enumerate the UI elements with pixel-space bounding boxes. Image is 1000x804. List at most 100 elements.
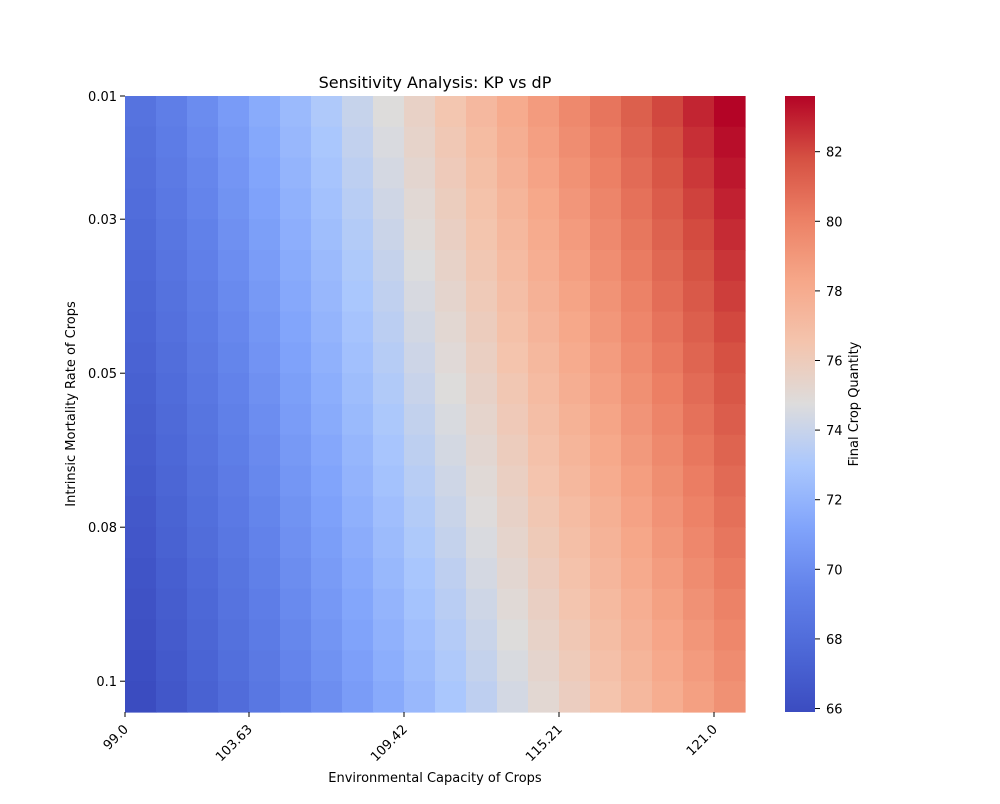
heatmap-cell	[187, 250, 219, 282]
heatmap-cell	[714, 619, 746, 651]
heatmap-cell	[652, 404, 684, 436]
heatmap-cell	[559, 373, 591, 405]
heatmap-cell	[714, 373, 746, 405]
heatmap-cell	[621, 311, 653, 343]
heatmap-cell	[249, 157, 281, 189]
heatmap-cell	[311, 496, 343, 528]
heatmap-cell	[249, 619, 281, 651]
heatmap-cell	[342, 373, 374, 405]
heatmap-cell	[156, 342, 188, 374]
heatmap-cell	[280, 496, 312, 528]
heatmap-cell	[311, 404, 343, 436]
heatmap-cell	[559, 558, 591, 590]
heatmap-cell	[373, 465, 405, 497]
x-tick-label: 99.0	[101, 722, 132, 753]
heatmap-cell	[528, 496, 560, 528]
heatmap-cell	[590, 434, 622, 467]
heatmap-cell	[621, 465, 653, 497]
heatmap-cell	[466, 342, 498, 374]
heatmap-cell	[590, 342, 622, 374]
heatmap-cell	[528, 558, 560, 590]
heatmap-cell	[373, 558, 405, 590]
heatmap-cell	[528, 311, 560, 343]
heatmap-cell	[156, 588, 188, 621]
heatmap-cell	[559, 588, 591, 621]
heatmap-cell	[280, 373, 312, 405]
heatmap-cell	[621, 219, 653, 251]
heatmap-cell	[559, 157, 591, 189]
heatmap-cell	[683, 434, 715, 467]
heatmap-cell	[652, 650, 684, 682]
colorbar-tick-label: 74	[826, 424, 843, 439]
heatmap-cell	[280, 250, 312, 282]
heatmap-cell	[497, 404, 529, 436]
heatmap-cell	[590, 527, 622, 559]
x-tick-label: 115.21	[523, 722, 566, 765]
heatmap-cell	[497, 434, 529, 467]
heatmap-cell	[435, 588, 467, 621]
heatmap-cell	[559, 250, 591, 282]
colorbar-tick-label: 82	[826, 146, 843, 161]
heatmap-cell	[404, 434, 436, 467]
heatmap-cell	[466, 280, 498, 313]
heatmap-cell	[187, 188, 219, 220]
heatmap-cell	[466, 496, 498, 528]
x-tick-label: 121.0	[684, 722, 721, 759]
heatmap-cell	[559, 465, 591, 497]
heatmap-cell	[218, 465, 250, 497]
heatmap-cell	[249, 404, 281, 436]
heatmap-cell	[373, 126, 405, 159]
heatmap-cell	[683, 280, 715, 313]
heatmap-cell	[435, 126, 467, 159]
heatmap-cell	[652, 96, 684, 128]
heatmap-cell	[466, 619, 498, 651]
colorbar-label: Final Crop Quantity	[847, 341, 862, 466]
heatmap-cell	[683, 311, 715, 343]
heatmap-cell	[652, 250, 684, 282]
heatmap-cell	[156, 619, 188, 651]
heatmap-cell	[373, 188, 405, 220]
heatmap-cell	[187, 496, 219, 528]
colorbar-tick-label: 76	[826, 354, 843, 369]
heatmap-cell	[218, 588, 250, 621]
heatmap-cell	[714, 96, 746, 128]
heatmap-cell	[683, 588, 715, 621]
heatmap-cell	[342, 619, 374, 651]
heatmap-cell	[652, 157, 684, 189]
heatmap-cell	[249, 681, 281, 713]
heatmap-cell	[590, 619, 622, 651]
heatmap-cell	[590, 404, 622, 436]
heatmap-cell	[621, 496, 653, 528]
heatmap-cell	[249, 96, 281, 128]
heatmap-cell	[404, 373, 436, 405]
heatmap-cell	[280, 434, 312, 467]
heatmap-cell	[714, 681, 746, 713]
heatmap-cell	[249, 219, 281, 251]
heatmap-cell	[249, 126, 281, 159]
heatmap-cell	[187, 527, 219, 559]
heatmap-cell	[280, 188, 312, 220]
heatmap-cell	[652, 496, 684, 528]
heatmap-cell	[621, 188, 653, 220]
heatmap-cell	[683, 681, 715, 713]
heatmap-cell	[125, 126, 157, 159]
heatmap-cell	[559, 342, 591, 374]
heatmap-cell	[683, 465, 715, 497]
heatmap-cell	[621, 681, 653, 713]
heatmap-cell	[621, 373, 653, 405]
heatmap-cell	[249, 342, 281, 374]
heatmap-cell	[497, 465, 529, 497]
heatmap-cell	[652, 373, 684, 405]
heatmap-cell	[125, 188, 157, 220]
heatmap-cell	[373, 681, 405, 713]
heatmap-cell	[249, 558, 281, 590]
x-tick-label: 109.42	[368, 722, 411, 765]
heatmap-cell	[714, 434, 746, 467]
heatmap-cell	[218, 219, 250, 251]
colorbar-tick-label: 72	[826, 494, 843, 509]
heatmap-cell	[590, 311, 622, 343]
heatmap-cell	[528, 373, 560, 405]
heatmap-cell	[280, 311, 312, 343]
heatmap-cell	[559, 650, 591, 682]
